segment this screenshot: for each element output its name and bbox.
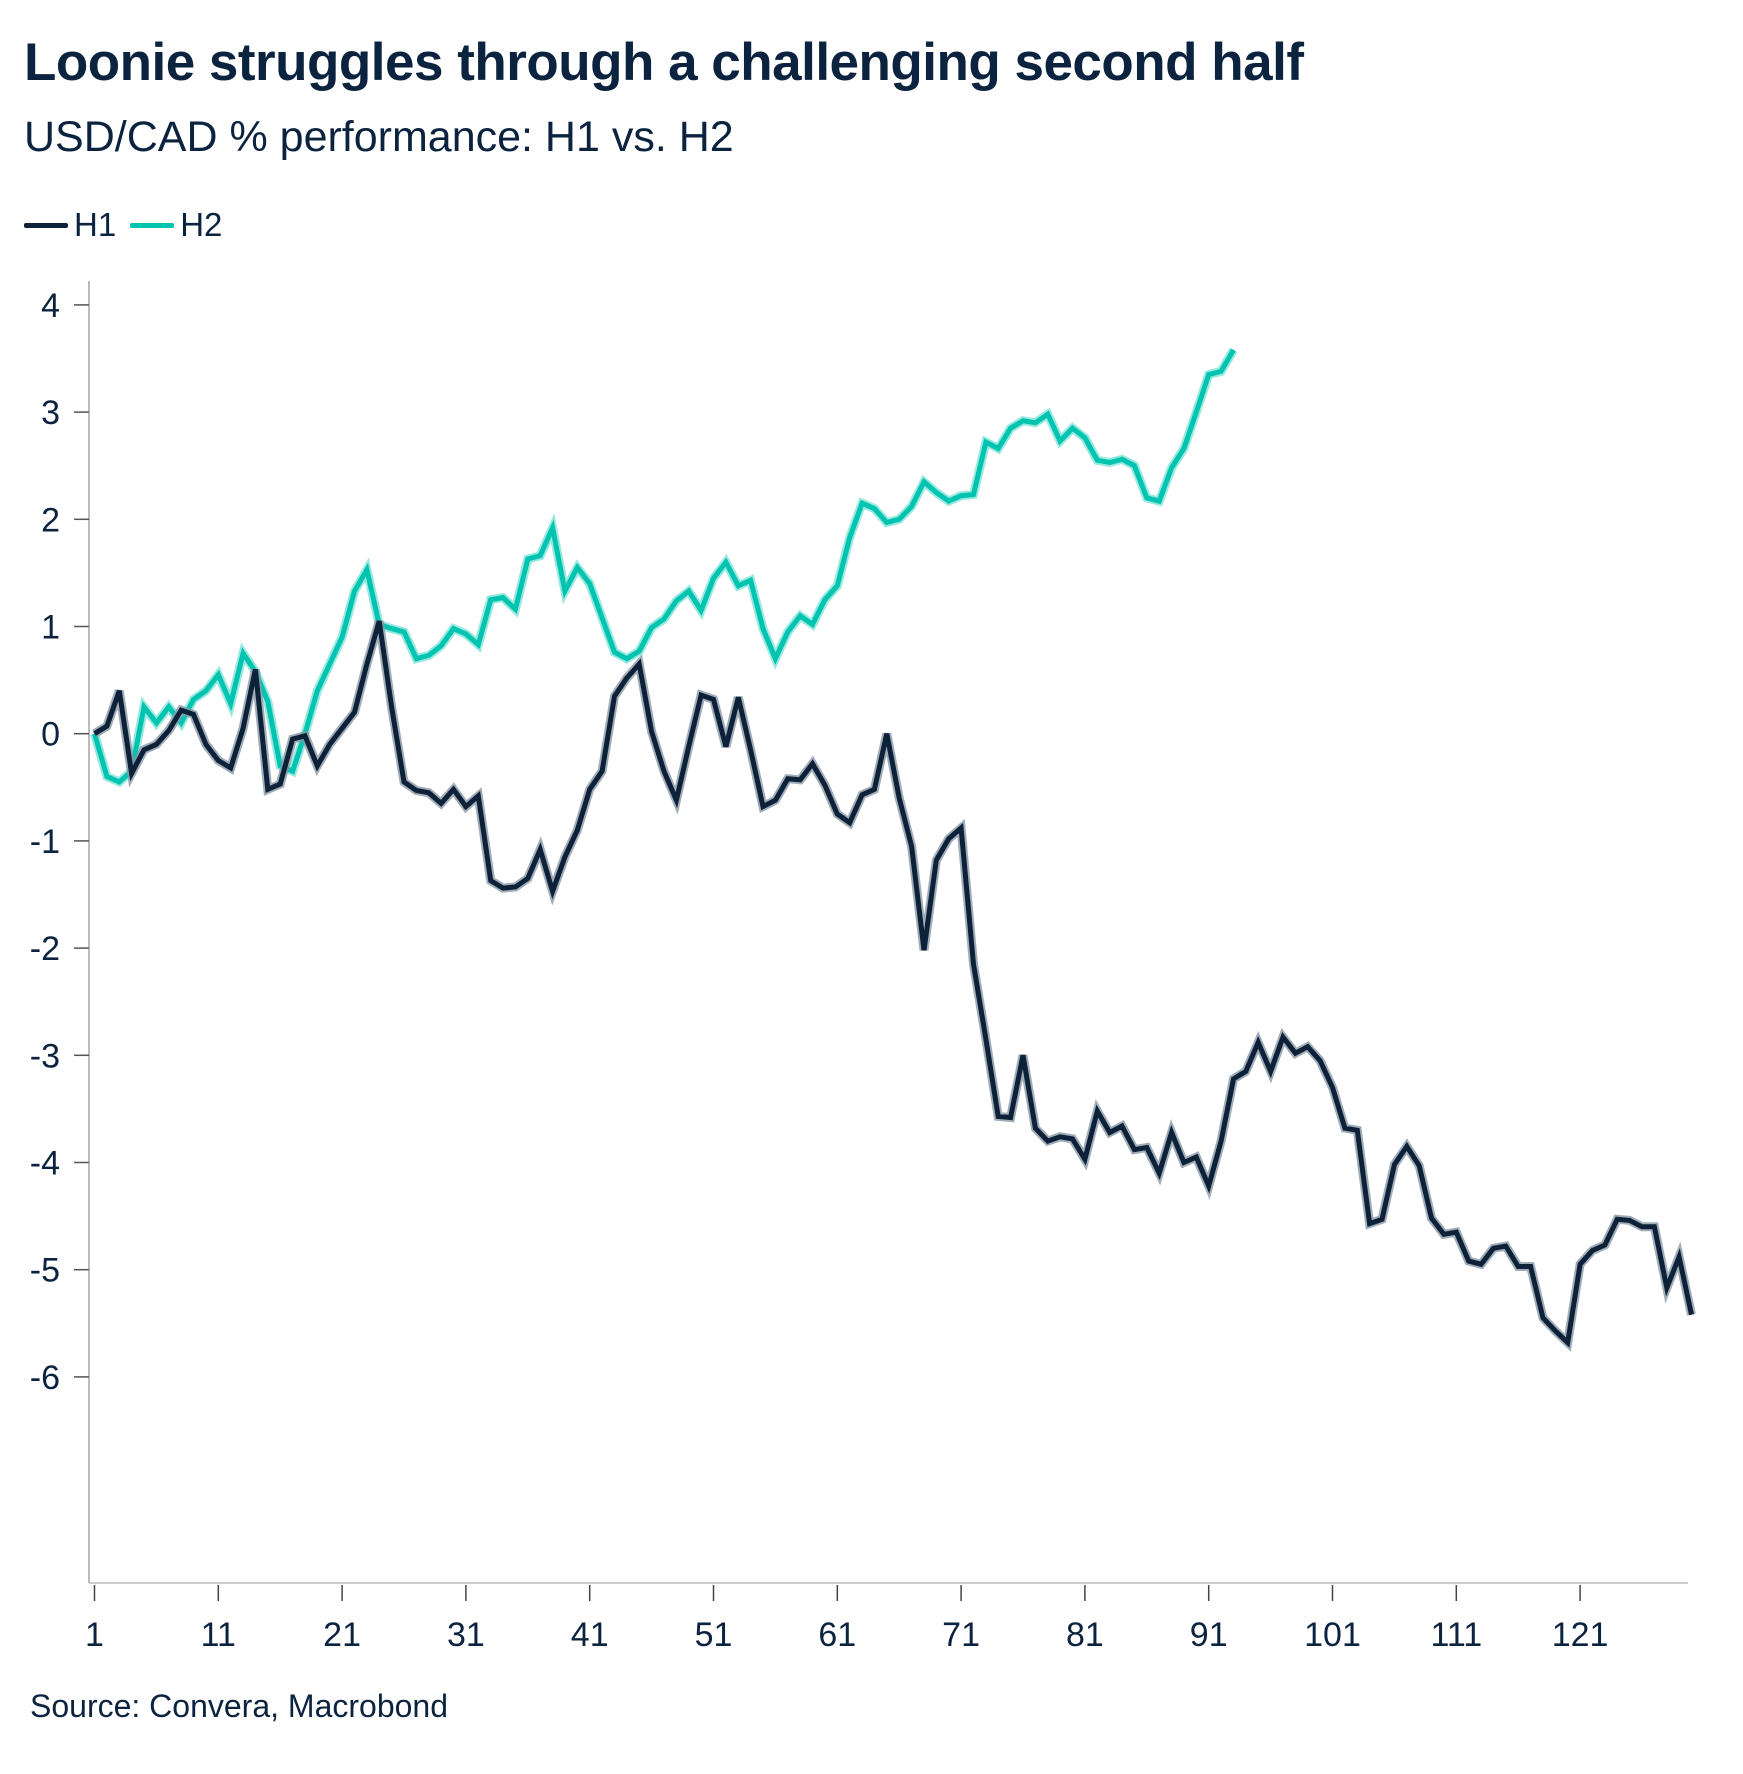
x-tick-label: 1 <box>85 1616 104 1654</box>
legend-label-h1: H1 <box>74 206 117 243</box>
x-tick-label: 21 <box>323 1616 361 1654</box>
y-tick-label: -4 <box>30 1145 60 1183</box>
y-tick-label: -3 <box>30 1037 60 1075</box>
series-line-h1 <box>93 620 1694 1348</box>
y-tick-label: 4 <box>41 287 60 325</box>
legend: H1 H2 <box>24 206 222 244</box>
chart-subtitle: USD/CAD % performance: H1 vs. H2 <box>24 113 734 161</box>
y-tick-label: -1 <box>30 823 60 861</box>
y-tick-label: -2 <box>30 930 60 968</box>
chart-title: Loonie struggles through a challenging s… <box>24 33 1304 92</box>
x-tick-label: 41 <box>571 1616 609 1654</box>
x-tick-label: 101 <box>1304 1616 1361 1654</box>
legend-label-h2: H2 <box>180 206 223 243</box>
series-line-h2 <box>92 348 1236 785</box>
x-tick-label: 81 <box>1066 1616 1104 1654</box>
legend-swatch-h1 <box>24 222 68 228</box>
y-tick-label: 2 <box>41 501 60 539</box>
y-tick-label: 1 <box>41 609 60 647</box>
legend-swatch-h2 <box>130 222 175 228</box>
y-tick-label: 3 <box>41 394 60 432</box>
x-tick-label: 71 <box>942 1616 980 1654</box>
y-tick-label: 0 <box>41 716 60 754</box>
y-tick-label: -5 <box>30 1252 60 1290</box>
x-tick-label: 11 <box>201 1616 236 1654</box>
source-note: Source: Convera, Macrobond <box>30 1688 448 1724</box>
x-tick-label: 51 <box>695 1616 733 1654</box>
x-tick-label: 91 <box>1190 1616 1228 1654</box>
y-tick-label: -6 <box>30 1359 60 1397</box>
legend-item-h1: H1 <box>24 206 116 244</box>
x-tick-label: 61 <box>818 1616 856 1654</box>
legend-item-h2: H2 <box>130 206 222 244</box>
series-halo-h2 <box>90 347 1238 788</box>
x-tick-label: 121 <box>1552 1616 1609 1654</box>
x-tick-label: 111 <box>1430 1616 1482 1654</box>
x-tick-label: 31 <box>447 1616 485 1654</box>
